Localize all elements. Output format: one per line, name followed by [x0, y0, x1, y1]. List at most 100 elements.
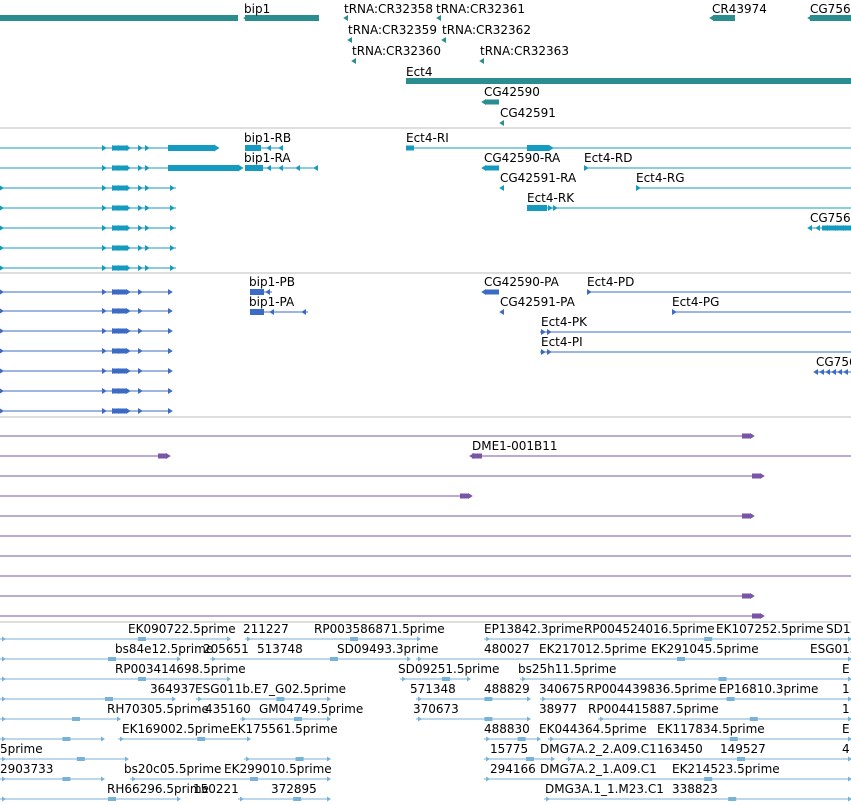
est-label: DMG3A.1_1.M23.C1 — [545, 782, 664, 796]
feature-label: CG42591-PA — [500, 295, 576, 309]
protein-feature[interactable]: CG42591-PA — [499, 295, 576, 315]
est-label: EP13842.3prime — [484, 622, 583, 636]
transcript-feature[interactable] — [0, 185, 176, 191]
clone-feature[interactable] — [0, 513, 755, 519]
est-feature[interactable] — [0, 756, 129, 762]
gene-feature[interactable]: CG756 — [807, 2, 851, 21]
feature-label: CR43974 — [712, 2, 767, 16]
est-feature[interactable] — [0, 716, 121, 722]
protein-feature[interactable] — [0, 368, 173, 374]
est-feature[interactable] — [416, 716, 531, 722]
est-feature[interactable] — [566, 756, 851, 762]
gene-feature[interactable]: tRNA:CR32359 — [347, 23, 437, 43]
feature-label: Ect4-RG — [636, 171, 685, 185]
protein-feature[interactable] — [0, 289, 173, 295]
est-feature[interactable] — [210, 656, 411, 662]
est-feature[interactable] — [245, 636, 421, 642]
gene-feature[interactable]: Ect4 — [406, 65, 851, 84]
est-feature[interactable] — [416, 656, 851, 662]
transcript-feature[interactable] — [0, 164, 244, 172]
protein-feature[interactable]: bip1-PA — [249, 295, 308, 315]
est-feature[interactable] — [484, 636, 851, 642]
est-feature[interactable] — [400, 676, 471, 682]
est-feature[interactable] — [244, 756, 331, 762]
est-feature[interactable] — [544, 796, 851, 802]
clone-feature[interactable] — [0, 613, 765, 619]
gene-feature[interactable] — [0, 15, 238, 21]
transcript-feature[interactable]: bip1-RA — [244, 151, 318, 171]
gene-feature[interactable]: CG42591 — [499, 106, 556, 126]
protein-feature[interactable]: Ect4-PK — [540, 315, 851, 335]
est-feature[interactable] — [0, 656, 181, 662]
est-feature[interactable] — [0, 796, 181, 802]
transcript-feature[interactable] — [0, 144, 220, 152]
gene-feature[interactable]: tRNA:CR32360 — [351, 44, 441, 64]
gene-feature[interactable]: tRNA:CR32362 — [441, 23, 531, 43]
est-feature[interactable] — [0, 736, 105, 742]
protein-feature[interactable]: bip1-PB — [249, 275, 295, 295]
protein-feature[interactable] — [0, 408, 173, 414]
est-feature[interactable] — [0, 696, 176, 702]
est-label: ESG011b.E7_G02.5prime — [195, 682, 346, 696]
est-label: 480027 — [484, 642, 530, 656]
protein-feature[interactable]: CG756 — [813, 355, 851, 375]
est-feature[interactable] — [484, 776, 851, 782]
gene-feature[interactable]: CR43974 — [709, 2, 767, 21]
gene-feature[interactable]: CG42590 — [481, 85, 540, 105]
clone-feature[interactable] — [0, 433, 755, 439]
transcript-feature[interactable] — [0, 225, 176, 231]
est-feature[interactable] — [548, 736, 851, 742]
feature-label: tRNA:CR32359 — [348, 23, 437, 37]
est-feature[interactable] — [416, 696, 531, 702]
est-feature[interactable] — [130, 776, 331, 782]
est-feature[interactable] — [598, 716, 851, 722]
transcripts-track: bip1-RB bip1-RA Ect4-RI CG42590-RA Ect4-RD CG… — [0, 131, 851, 271]
est-feature[interactable] — [0, 676, 231, 682]
est-feature[interactable] — [240, 716, 331, 722]
gene-feature[interactable]: tRNA:CR32363 — [479, 44, 569, 64]
transcript-feature[interactable]: Ect4-RG — [636, 171, 851, 191]
transcript-feature[interactable]: Ect4-RI — [406, 131, 851, 151]
feature-label: Ect4-PD — [587, 275, 634, 289]
protein-feature[interactable]: Ect4-PI — [540, 335, 851, 355]
est-feature[interactable] — [0, 776, 105, 782]
protein-feature[interactable] — [0, 388, 173, 394]
transcript-feature[interactable]: CG756 — [807, 211, 851, 231]
est-feature[interactable] — [540, 696, 851, 702]
protein-feature[interactable] — [0, 348, 173, 354]
gene-feature[interactable]: tRNA:CR32361 — [436, 2, 525, 21]
est-label: 513748 — [257, 642, 303, 656]
gene-feature[interactable]: tRNA:CR32358 — [343, 2, 433, 21]
est-label: EK299010.5prime — [224, 762, 332, 776]
est-label: RP003414698.5prime — [115, 662, 246, 676]
protein-feature[interactable] — [0, 328, 173, 334]
protein-feature[interactable]: Ect4-PG — [672, 295, 851, 315]
clones-track: DME1-001B11 — [0, 433, 851, 619]
est-label: 488829 — [484, 682, 530, 696]
transcript-feature[interactable]: CG42591-RA — [499, 171, 577, 191]
protein-feature[interactable]: Ect4-PD — [587, 275, 851, 295]
est-feature[interactable] — [484, 736, 541, 742]
est-feature[interactable] — [484, 756, 555, 762]
transcript-feature[interactable] — [0, 245, 176, 251]
clone-feature[interactable] — [0, 453, 171, 459]
clone-feature[interactable] — [0, 593, 755, 599]
transcript-feature[interactable] — [0, 205, 176, 211]
protein-feature[interactable] — [0, 308, 173, 314]
clone-feature[interactable]: DME1-001B11 — [469, 439, 851, 459]
clone-feature[interactable] — [0, 473, 765, 479]
clone-feature[interactable] — [0, 493, 473, 499]
transcript-feature[interactable]: Ect4-RK — [527, 191, 851, 211]
protein-feature[interactable]: CG42590-PA — [481, 275, 560, 295]
est-feature[interactable] — [118, 736, 251, 742]
est-feature[interactable] — [0, 636, 231, 642]
est-feature[interactable] — [238, 796, 331, 802]
transcript-feature[interactable] — [0, 265, 176, 271]
transcript-feature[interactable]: bip1-RB — [244, 131, 291, 151]
est-feature[interactable] — [520, 676, 851, 682]
gene-feature[interactable]: bip1 — [243, 2, 319, 21]
transcript-feature[interactable]: Ect4-RD — [584, 151, 851, 171]
est-feature[interactable] — [196, 696, 331, 702]
transcript-feature[interactable]: CG42590-RA — [481, 151, 561, 171]
